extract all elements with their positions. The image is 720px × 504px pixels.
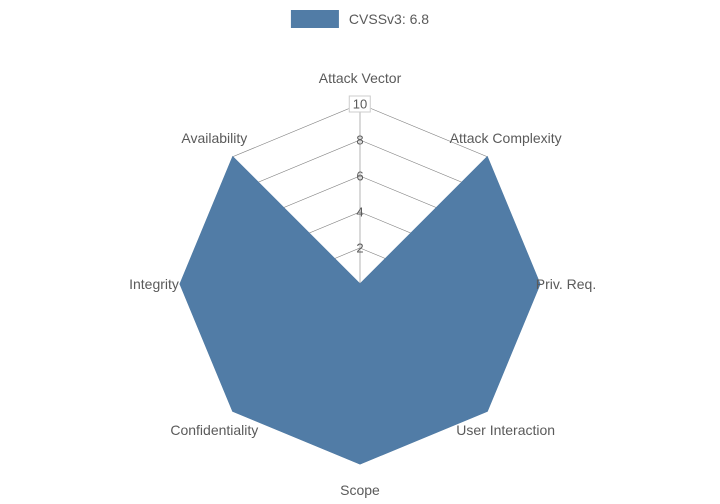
axis-label: Integrity	[129, 276, 179, 292]
axis-label: Availability	[181, 130, 247, 146]
tick-label: 4	[353, 205, 366, 220]
axis-label: User Interaction	[456, 422, 555, 438]
axis-label: Confidentiality	[170, 422, 258, 438]
axis-label: Attack Complexity	[450, 130, 562, 146]
axis-label: Scope	[340, 482, 380, 498]
tick-label: 8	[353, 133, 366, 148]
tick-label: 6	[353, 169, 366, 184]
tick-label: 2	[353, 241, 366, 256]
axis-label: Priv. Req.	[536, 276, 596, 292]
tick-label: 10	[349, 96, 371, 113]
axis-label: Attack Vector	[319, 70, 401, 86]
